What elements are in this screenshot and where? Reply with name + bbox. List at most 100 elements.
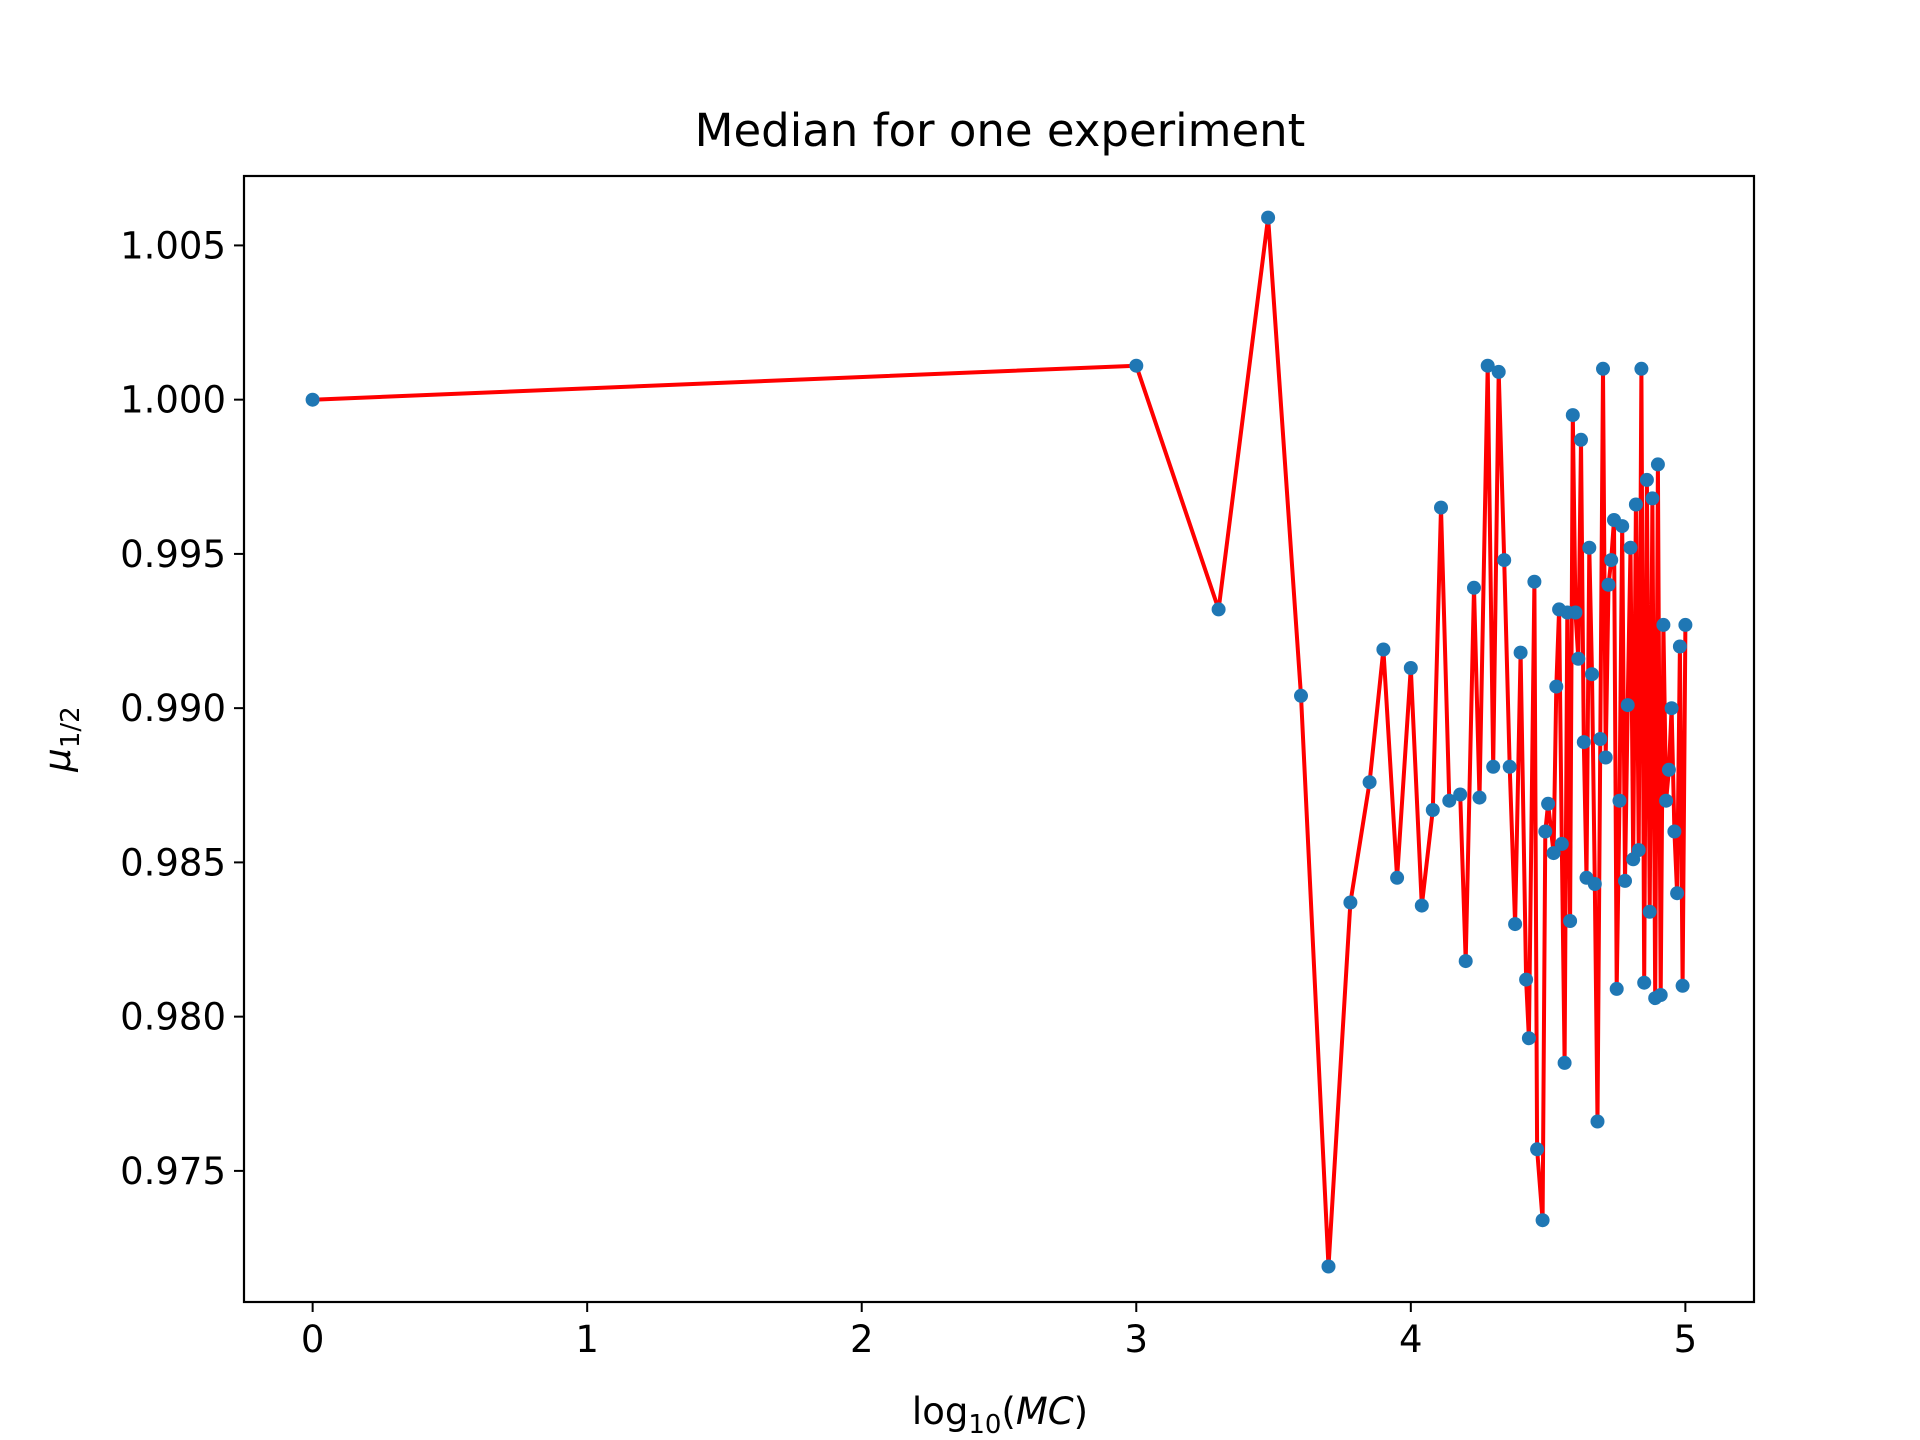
data-point	[1672, 639, 1687, 654]
y-tick-label: 0.980	[120, 996, 226, 1039]
data-point	[1425, 803, 1440, 817]
data-point	[1491, 364, 1506, 379]
data-point	[1612, 793, 1627, 808]
y-axis-ticks: 0.975 0.980 0.985 0.990 0.995 1.000 1.005	[120, 224, 244, 1193]
data-point	[1521, 1031, 1536, 1046]
x-tick-label: 4	[1399, 1318, 1423, 1361]
data-point	[1535, 1213, 1550, 1228]
data-point	[1645, 491, 1660, 506]
series-marker-layer	[305, 210, 1693, 1274]
data-point	[1497, 553, 1512, 568]
data-point	[1554, 836, 1569, 851]
x-axis-ticks: 0 1 2 3 4 5	[301, 1302, 1697, 1361]
data-point	[1618, 873, 1632, 888]
data-point	[1414, 898, 1429, 913]
data-point	[1480, 358, 1495, 373]
x-axis-label-open-paren: (	[1001, 1390, 1015, 1433]
data-point	[1639, 472, 1654, 487]
y-tick-label: 1.000	[120, 379, 226, 422]
data-point	[1664, 701, 1679, 716]
y-tick-label: 1.005	[120, 224, 226, 267]
axes-frame	[242, 174, 1756, 1304]
data-point	[1670, 886, 1685, 901]
series-line	[312, 215, 1688, 1269]
data-point	[1129, 358, 1144, 373]
data-point	[1661, 762, 1676, 777]
data-point	[1442, 793, 1457, 808]
data-point	[1321, 1259, 1336, 1274]
data-point	[1376, 642, 1391, 657]
data-point	[1675, 978, 1690, 993]
data-point	[1261, 210, 1276, 225]
data-point	[1211, 602, 1226, 617]
y-axis-label: μ1/2	[36, 706, 86, 772]
data-point	[1453, 787, 1468, 802]
x-axis-label-base: log	[912, 1390, 968, 1433]
x-tick-label: 3	[1124, 1318, 1148, 1361]
data-point	[1530, 1142, 1545, 1157]
data-point	[1557, 1055, 1572, 1070]
x-axis-label-variable: MC	[1016, 1390, 1074, 1433]
data-point	[1634, 361, 1649, 376]
plot-area	[305, 210, 1693, 1274]
y-tick-label: 0.990	[120, 687, 226, 730]
y-tick-label: 0.985	[120, 841, 226, 884]
data-point	[1513, 645, 1528, 660]
data-point	[1585, 667, 1599, 682]
y-tick-label: 0.975	[120, 1150, 226, 1193]
x-tick-label: 0	[301, 1318, 325, 1361]
x-axis-label-close-paren: )	[1074, 1390, 1088, 1433]
data-point	[1637, 975, 1652, 990]
data-point	[1596, 361, 1610, 376]
x-tick-label: 5	[1674, 1318, 1698, 1361]
data-point	[1598, 750, 1613, 765]
data-point	[1502, 759, 1517, 774]
data-point	[1628, 497, 1643, 512]
y-axis-label-subscript: 1/2	[56, 706, 86, 748]
data-point	[1549, 679, 1564, 694]
data-point	[1601, 577, 1616, 592]
chart-title: Median for one experiment	[695, 104, 1306, 157]
x-axis-label-subscript: 10	[968, 1410, 1001, 1440]
data-point	[1541, 796, 1556, 811]
data-point	[1390, 870, 1405, 885]
data-point	[1631, 843, 1646, 858]
data-point	[1568, 605, 1583, 620]
data-point	[1650, 457, 1665, 472]
data-point	[1623, 540, 1638, 555]
data-point	[1467, 580, 1481, 595]
data-point	[1656, 617, 1671, 632]
data-point	[1563, 914, 1578, 928]
x-tick-label: 1	[575, 1318, 599, 1361]
data-point	[1593, 732, 1608, 746]
data-point	[1620, 698, 1635, 713]
data-point	[1590, 1114, 1605, 1129]
data-point	[1472, 790, 1487, 805]
data-point	[1667, 824, 1682, 839]
data-point	[1609, 981, 1624, 996]
x-tick-label: 2	[850, 1318, 874, 1361]
data-point	[1642, 904, 1657, 919]
x-axis-label: log10(MC)	[912, 1390, 1088, 1440]
data-point	[1659, 793, 1674, 808]
data-point	[1362, 775, 1377, 790]
data-point	[1604, 553, 1619, 568]
data-point	[1565, 408, 1580, 423]
data-point	[1343, 895, 1358, 910]
data-point	[1576, 735, 1591, 750]
data-point	[1434, 500, 1448, 515]
data-point	[1294, 688, 1308, 703]
data-point	[1571, 651, 1586, 666]
data-point	[1653, 988, 1668, 1002]
data-point	[1582, 540, 1597, 555]
data-point	[1574, 432, 1588, 447]
data-point	[1527, 574, 1542, 589]
data-point	[1486, 759, 1501, 774]
data-point	[1546, 846, 1561, 861]
data-point	[1403, 661, 1418, 675]
data-point	[1458, 954, 1473, 969]
data-point	[1615, 519, 1630, 534]
y-axis-label-base: μ	[36, 748, 79, 773]
data-point	[1678, 617, 1693, 632]
